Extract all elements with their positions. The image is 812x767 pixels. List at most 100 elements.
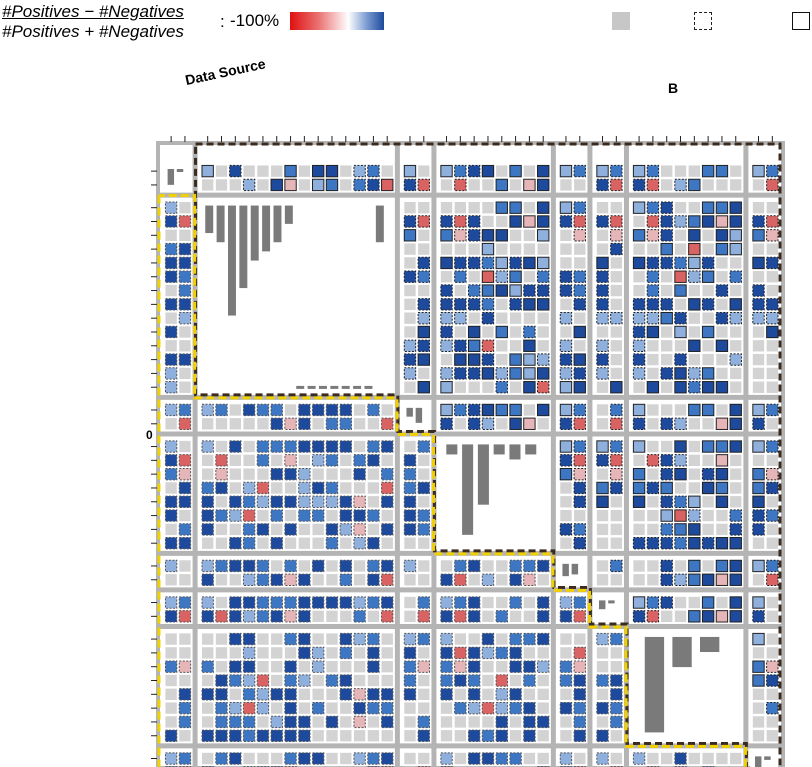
matrix-cell — [560, 179, 572, 191]
matrix-cell — [729, 509, 742, 522]
matrix-cell — [417, 270, 430, 283]
matrix-cell — [596, 404, 609, 416]
matrix-cell — [229, 688, 241, 701]
matrix-cell — [766, 559, 779, 573]
matrix-cell — [674, 201, 687, 214]
matrix-cell — [730, 165, 742, 177]
matrix-cell — [270, 417, 283, 430]
matrix-cell — [215, 537, 228, 549]
matrix-cell — [403, 660, 417, 673]
matrix-cell — [381, 417, 394, 430]
matrix-cell — [242, 481, 256, 495]
histogram-bar — [296, 385, 305, 389]
matrix-cell — [298, 715, 311, 729]
matrix-cell — [537, 353, 550, 366]
matrix-cell — [509, 632, 522, 646]
matrix-cell — [716, 298, 728, 311]
matrix-cell — [164, 537, 178, 550]
matrix-cell — [256, 701, 270, 715]
matrix-cell — [271, 482, 283, 494]
matrix-cell — [179, 574, 191, 586]
matrix-cell — [702, 229, 714, 241]
matrix-cell — [596, 243, 609, 255]
matrix-cell — [367, 688, 380, 701]
matrix-cell — [179, 674, 191, 687]
matrix-cell — [559, 215, 573, 228]
matrix-cell — [482, 596, 494, 609]
matrix-cell — [573, 353, 586, 366]
matrix-cell — [440, 560, 453, 572]
matrix-cell — [661, 381, 673, 393]
matrix-cell — [271, 647, 283, 659]
matrix-cell — [496, 574, 508, 586]
matrix-cell — [165, 418, 177, 430]
matrix-cell — [178, 660, 192, 673]
matrix-cell — [610, 632, 623, 646]
matrix-cell — [661, 179, 673, 191]
matrix-cell — [688, 418, 701, 430]
matrix-cell — [596, 339, 609, 352]
matrix-cell — [270, 178, 283, 192]
matrix-cell — [178, 752, 192, 765]
matrix-cell — [201, 523, 214, 536]
histogram-bar — [700, 636, 720, 653]
matrix-cell — [632, 467, 646, 481]
matrix-cell — [481, 403, 495, 417]
matrix-cell — [325, 495, 339, 508]
matrix-cell — [404, 716, 416, 728]
matrix-cell — [256, 596, 270, 609]
matrix-cell — [596, 353, 609, 366]
matrix-cell — [367, 674, 380, 687]
matrix-cell — [256, 729, 270, 742]
matrix-cell — [509, 752, 522, 765]
matrix-cell — [574, 752, 586, 765]
matrix-cell — [509, 610, 522, 623]
matrix-cell — [559, 523, 573, 536]
matrix-cell — [752, 353, 765, 366]
matrix-cell — [646, 596, 660, 609]
matrix-cell — [340, 716, 352, 728]
matrix-cell — [509, 674, 522, 687]
matrix-cell — [752, 201, 765, 214]
matrix-cell — [674, 610, 687, 623]
matrix-cell — [284, 404, 297, 416]
matrix-cell — [325, 596, 339, 609]
matrix-cell — [702, 284, 714, 297]
matrix-cell — [752, 647, 765, 659]
matrix-cell — [610, 229, 623, 242]
matrix-cell — [417, 311, 430, 325]
matrix-cell — [298, 573, 311, 586]
matrix-cell — [215, 165, 228, 177]
matrix-cell — [632, 495, 646, 508]
matrix-cell — [270, 440, 283, 453]
matrix-cell — [417, 353, 430, 366]
matrix-cell — [242, 674, 256, 687]
matrix-cell — [715, 467, 729, 481]
matrix-cell — [523, 271, 536, 283]
matrix-cell — [284, 660, 297, 673]
matrix-cell — [353, 688, 366, 701]
matrix-cell — [229, 454, 241, 467]
matrix-cell — [715, 311, 729, 325]
matrix-cell — [311, 481, 325, 495]
matrix-cell — [495, 752, 508, 765]
matrix-cell — [702, 496, 714, 508]
matrix-cell — [271, 523, 283, 536]
matrix-cell — [702, 454, 714, 467]
matrix-cell — [298, 454, 311, 467]
matrix-cell — [509, 596, 522, 609]
matrix-cell — [418, 284, 430, 297]
matrix-cell — [661, 610, 673, 623]
matrix-cell — [229, 610, 242, 623]
matrix-cell — [647, 468, 659, 480]
matrix-cell — [367, 454, 380, 467]
matrix-cell — [573, 403, 586, 417]
matrix-cell — [481, 752, 495, 765]
matrix-cell — [752, 495, 765, 508]
matrix-cell — [215, 509, 228, 522]
matrix-cell — [284, 596, 297, 609]
matrix-cell — [298, 537, 311, 549]
matrix-cell — [481, 242, 495, 256]
matrix-cell — [766, 688, 778, 701]
matrix-cell — [660, 367, 673, 380]
